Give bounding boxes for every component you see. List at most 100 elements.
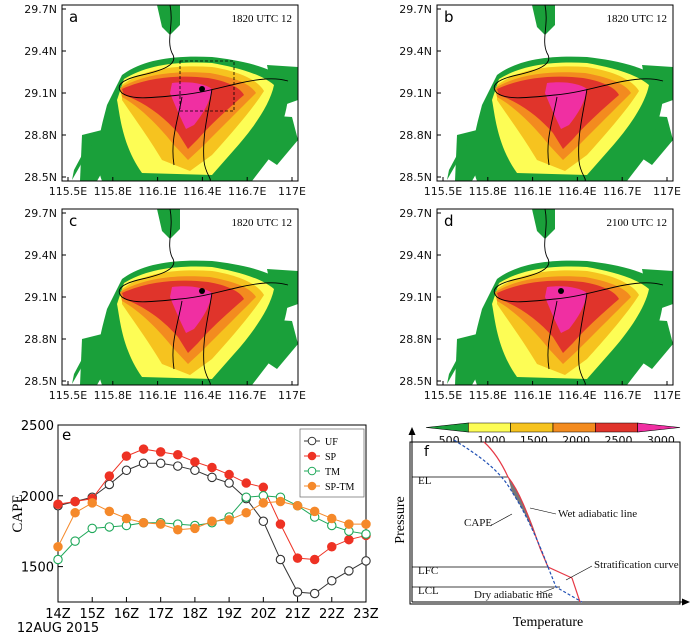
- colorbar-swatch: [425, 422, 469, 433]
- diagram-frame: [409, 441, 681, 605]
- data-point: [361, 529, 371, 539]
- lat-tick-label: 29.7N: [399, 3, 432, 16]
- x-tick-label: 20Z: [251, 607, 277, 622]
- map-panel-b: b 1820 UTC 1229.7N29.4N29.1N28.8N28.5N115…: [399, 3, 681, 198]
- location-dot: [199, 288, 205, 294]
- wet-leader: [529, 507, 557, 515]
- series-sp-tm: [53, 496, 371, 552]
- data-point: [258, 498, 269, 508]
- lat-tick-label: 28.5N: [24, 171, 57, 184]
- data-point: [327, 513, 337, 524]
- cape-region-3000: [545, 82, 587, 129]
- data-point: [104, 471, 115, 481]
- data-point: [258, 516, 269, 527]
- data-point: [207, 516, 217, 527]
- data-point: [173, 461, 183, 471]
- el-label: EL: [418, 475, 432, 487]
- data-point: [275, 554, 286, 565]
- lon-tick-label: 117E: [653, 185, 681, 198]
- cape-region-500: [532, 209, 555, 239]
- map-panel-d: d 2100 UTC 1229.7N29.4N29.1N28.8N28.5N115…: [399, 207, 681, 402]
- lon-tick-label: 117E: [278, 185, 306, 198]
- lat-tick-label: 29.4N: [399, 45, 432, 58]
- data-point: [173, 525, 183, 535]
- data-point: [190, 523, 200, 534]
- x-tick-label: 23Z: [353, 607, 379, 622]
- x-tick-label: 15Z: [79, 607, 105, 622]
- lon-tick-label: 115.5E: [424, 389, 462, 402]
- y-tick-label: 2500: [21, 419, 54, 434]
- data-point: [224, 515, 234, 525]
- lat-tick-label: 28.5N: [399, 171, 432, 184]
- data-point: [241, 492, 251, 502]
- date-label: 12AUG 2015: [17, 621, 99, 635]
- data-point: [275, 496, 286, 507]
- y-tick-label: 1500: [21, 561, 54, 576]
- lon-tick-label: 116.1E: [513, 185, 551, 198]
- cape-annotation: CAPE: [464, 517, 492, 529]
- legend-label: SP-TM: [325, 482, 355, 493]
- data-point: [70, 536, 80, 546]
- lat-tick-label: 28.5N: [24, 375, 57, 388]
- data-point: [70, 508, 80, 518]
- lat-tick-label: 29.7N: [399, 207, 432, 220]
- lon-tick-label: 116.4E: [558, 185, 596, 198]
- lat-tick-label: 29.7N: [24, 207, 57, 220]
- river-outline: [118, 209, 289, 385]
- cape-leader: [489, 513, 513, 527]
- cape-line-chart: e 1500 2000 2500 14Z 15Z 16Z 17Z 18Z 19Z 20Z 21Z 22Z…: [10, 419, 379, 635]
- temperature-arrow-icon: [682, 598, 690, 606]
- y-axis-label: CAPE: [10, 494, 26, 532]
- data-point: [258, 482, 269, 493]
- colorbar-swatch: [510, 422, 554, 433]
- lat-tick-label: 29.1N: [24, 291, 57, 304]
- map-panel-a: a 1820 UTC 1229.7N29.4N29.1N28.8N28.5N115…: [24, 3, 306, 198]
- lfc-label: LFC: [418, 565, 438, 577]
- panel-letter: c: [69, 212, 77, 230]
- data-point: [87, 498, 97, 508]
- data-point: [53, 542, 63, 552]
- colorbar-swatch: [468, 422, 511, 433]
- dry-adiabatic-line: [547, 566, 583, 603]
- temperature-label: Temperature: [513, 615, 584, 630]
- data-point: [241, 478, 251, 488]
- map-field: [62, 209, 298, 385]
- data-point: [361, 519, 371, 529]
- lon-tick-label: 116.4E: [558, 389, 596, 402]
- data-point: [155, 458, 166, 468]
- data-point: [121, 513, 132, 524]
- panel-f-letter: f: [424, 444, 430, 460]
- legend-marker: [307, 481, 317, 491]
- data-point: [327, 576, 337, 586]
- x-tick-label: 16Z: [114, 607, 140, 622]
- data-point: [121, 451, 132, 461]
- data-point: [292, 500, 303, 511]
- pressure-label: Pressure: [393, 496, 408, 543]
- legend-marker: [307, 436, 317, 446]
- x-tick-label: 19Z: [216, 607, 242, 622]
- x-tick-label: 17Z: [148, 607, 174, 622]
- map-field: [437, 5, 673, 181]
- lon-tick-label: 116.7E: [603, 185, 641, 198]
- lcl-label: LCL: [418, 585, 439, 597]
- data-point: [121, 465, 132, 476]
- lon-tick-label: 116.7E: [228, 389, 266, 402]
- data-point: [207, 472, 217, 483]
- lat-tick-label: 29.4N: [24, 249, 57, 262]
- data-point: [241, 508, 251, 518]
- data-point: [361, 556, 371, 566]
- lat-tick-label: 28.8N: [24, 129, 57, 142]
- data-point: [155, 447, 166, 457]
- legend-marker: [307, 466, 317, 476]
- legend-label: TM: [325, 467, 340, 478]
- data-point: [53, 499, 63, 510]
- cape-area: [508, 477, 548, 567]
- data-point: [87, 523, 97, 534]
- panel-letter: a: [69, 8, 78, 26]
- panel-letter: d: [444, 212, 454, 230]
- lon-tick-label: 115.8E: [94, 389, 132, 402]
- data-point: [344, 566, 354, 576]
- map-field: [62, 5, 298, 181]
- lon-tick-label: 115.5E: [49, 389, 87, 402]
- dry-leader: [535, 587, 555, 596]
